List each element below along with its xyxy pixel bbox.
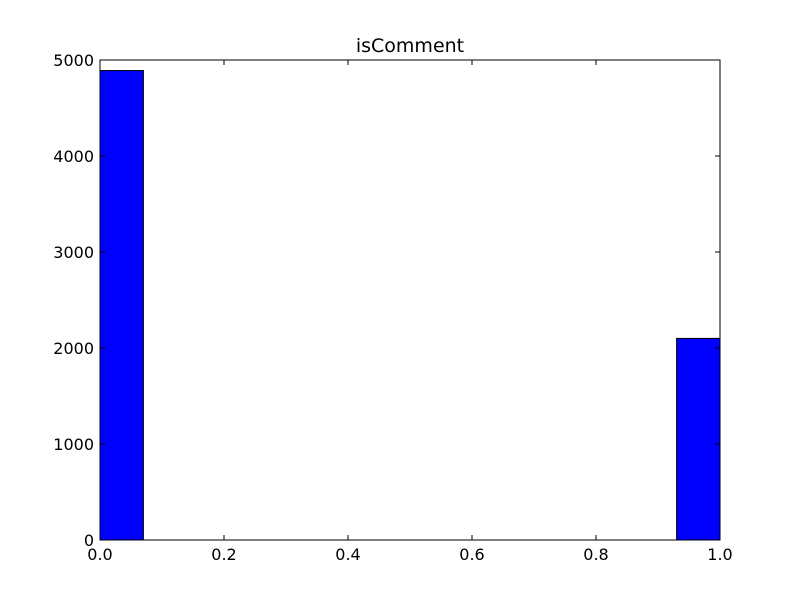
x-tick-label: 0.4 <box>335 545 360 564</box>
y-tick-label: 3000 <box>53 243 94 262</box>
x-tick-label: 0.0 <box>87 545 112 564</box>
histogram-bar-1 <box>676 337 721 541</box>
y-tick-label: 5000 <box>53 51 94 70</box>
y-tick-label: 0 <box>84 531 94 550</box>
x-tick-label: 0.2 <box>211 545 236 564</box>
x-tick-label: 0.8 <box>583 545 608 564</box>
x-tick-label: 1.0 <box>707 545 732 564</box>
y-tick-label: 1000 <box>53 435 94 454</box>
chart-title: isComment <box>356 35 464 57</box>
histogram-bar-0 <box>99 70 144 541</box>
plot-frame <box>99 59 721 541</box>
x-tick-label: 0.6 <box>459 545 484 564</box>
y-axis-ticks: 0 1000 2000 3000 4000 5000 <box>53 51 720 550</box>
bars-group <box>99 70 721 541</box>
y-tick-label: 4000 <box>53 147 94 166</box>
x-axis-ticks: 0.0 0.2 0.4 0.6 0.8 1.0 <box>87 60 733 564</box>
y-tick-label: 2000 <box>53 339 94 358</box>
